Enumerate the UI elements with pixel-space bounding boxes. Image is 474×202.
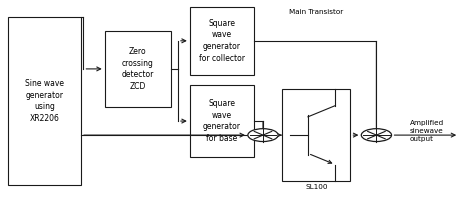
Text: Main Transistor: Main Transistor <box>289 9 344 15</box>
Circle shape <box>361 129 392 142</box>
Bar <box>8 17 81 185</box>
Text: Square
wave
generator
for collector: Square wave generator for collector <box>199 19 245 63</box>
Text: Square
wave
generator
for base: Square wave generator for base <box>203 99 241 143</box>
Text: SL100: SL100 <box>305 184 328 190</box>
Bar <box>105 31 171 107</box>
Bar <box>190 7 254 75</box>
Text: Sine wave
generator
using
XR2206: Sine wave generator using XR2206 <box>25 79 64 123</box>
Bar <box>282 89 350 181</box>
Circle shape <box>248 129 278 142</box>
Bar <box>190 85 254 157</box>
Text: Zero
crossing
detector
ZCD: Zero crossing detector ZCD <box>121 47 154 91</box>
Text: Amplified
sinewave
output: Amplified sinewave output <box>410 120 444 142</box>
